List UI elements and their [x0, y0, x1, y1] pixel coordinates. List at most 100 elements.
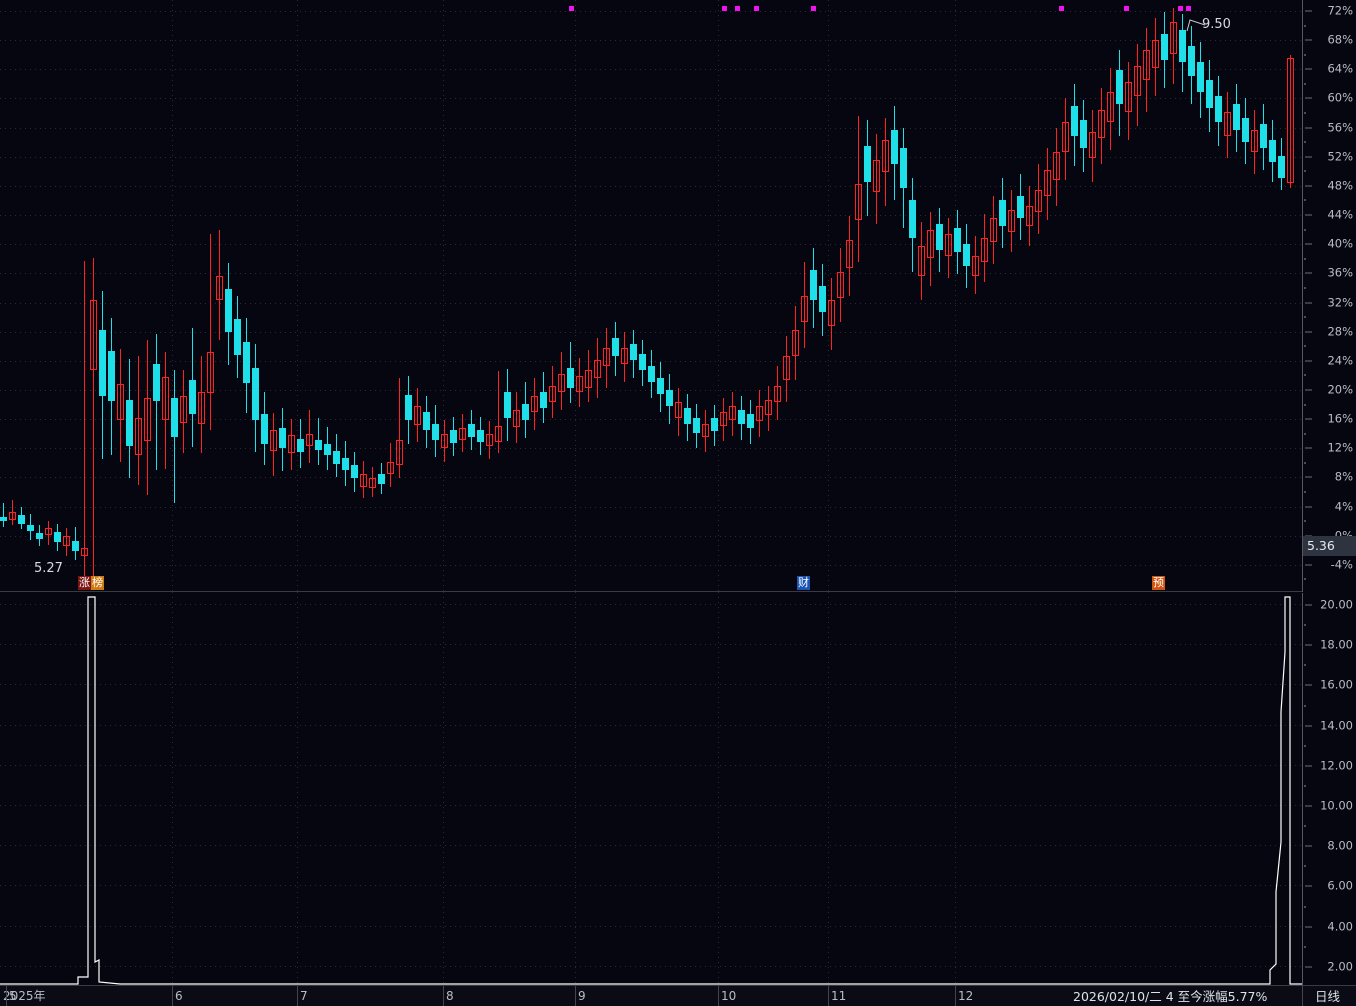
candle-body — [1233, 104, 1240, 130]
candle-body — [630, 344, 637, 360]
low-price-label: 5.27 — [34, 561, 63, 576]
event-marker[interactable] — [722, 6, 727, 11]
candle-body — [189, 380, 196, 414]
candle-wick — [1029, 186, 1030, 246]
axis-minor-tick — [1304, 865, 1306, 868]
candle-wick — [1290, 55, 1291, 188]
axis-minor-tick — [1304, 490, 1306, 493]
candle-wick — [183, 370, 184, 453]
candle-wick — [3, 503, 4, 527]
candle-body — [954, 228, 961, 252]
candle-body — [9, 512, 16, 520]
candle-body — [459, 428, 466, 440]
gridline-vertical — [575, 0, 576, 592]
price-axis-right[interactable]: 72% 68% 64% 60% 56% 52% 48% 44% 40% 36% 32% 28% 24% 2… — [1302, 0, 1356, 592]
gridline-horizontal — [0, 477, 1302, 479]
high-price-label: 9.50 — [1202, 17, 1231, 32]
status-badge-financial[interactable]: 财 — [797, 576, 810, 590]
axis-tick — [1305, 10, 1312, 12]
gridline-horizontal — [0, 885, 1302, 887]
gridline-vertical — [828, 0, 829, 592]
axis-minor-tick — [1304, 82, 1306, 85]
gridline-vertical — [828, 592, 829, 985]
gridline-vertical — [443, 592, 444, 985]
candle-wick — [1173, 8, 1174, 84]
x-axis-separator — [443, 986, 444, 1006]
axis-tick — [1305, 243, 1312, 245]
candle-wick — [291, 419, 292, 470]
gridline-horizontal — [0, 273, 1302, 275]
indicator-axis-right[interactable]: 20.00 18.00 16.00 14.00 12.00 10.00 8.00 6.00 4.… — [1302, 593, 1356, 988]
candle-wick — [723, 398, 724, 441]
candle-body — [270, 430, 277, 451]
event-marker[interactable] — [811, 6, 816, 11]
candle-body — [1161, 34, 1168, 60]
candle-body — [1197, 62, 1204, 92]
event-marker[interactable] — [1186, 6, 1191, 11]
candle-wick — [975, 236, 976, 294]
gridline-horizontal — [0, 215, 1302, 217]
price-chart-pane[interactable]: 9.50 5.27 涨榜 财 预 — [0, 0, 1302, 592]
candle-body — [711, 418, 718, 431]
candle-wick — [786, 336, 787, 402]
candle-body — [297, 439, 304, 452]
indicator-axis-tick-label: 14.00 — [1320, 718, 1353, 733]
candle-body — [1125, 82, 1132, 112]
event-marker[interactable] — [1178, 6, 1183, 11]
status-badge-forecast[interactable]: 预 — [1152, 576, 1165, 590]
indicator-line-series — [0, 596, 1302, 985]
gridline-horizontal — [0, 604, 1302, 605]
last-price-flag: 5.36 — [1303, 536, 1356, 556]
candle-body — [1107, 92, 1114, 122]
candle-wick — [1047, 148, 1048, 220]
x-axis-separator — [828, 986, 829, 1006]
indicator-axis-tick-label: 12.00 — [1320, 758, 1353, 773]
candle-wick — [462, 414, 463, 452]
candle-body — [171, 398, 178, 437]
candle-wick — [885, 118, 886, 206]
axis-minor-tick — [1304, 905, 1306, 908]
gridline-horizontal — [0, 156, 1302, 158]
candle-wick — [1101, 88, 1102, 164]
candle-wick — [1092, 110, 1093, 182]
candle-body — [1053, 152, 1060, 180]
candle-body — [972, 256, 979, 276]
price-axis-tick-label: 48% — [1327, 178, 1353, 193]
x-axis-month-label: 5 — [9, 989, 17, 1003]
candle-wick — [1137, 44, 1138, 126]
indicator-axis-tick-label: 8.00 — [1327, 838, 1353, 853]
candle-body — [684, 408, 691, 424]
candle-wick — [759, 390, 760, 437]
candle-body — [27, 525, 34, 531]
price-axis-tick-label: 4% — [1334, 499, 1353, 514]
x-axis-month-label: 11 — [831, 989, 847, 1003]
candle-body — [918, 246, 925, 276]
candle-body — [1260, 124, 1267, 148]
candle-body — [234, 319, 241, 355]
event-marker[interactable] — [735, 6, 740, 11]
gridline-vertical — [443, 0, 444, 592]
price-axis-tick-label: 44% — [1327, 207, 1353, 222]
price-axis-tick-label: 16% — [1327, 411, 1353, 426]
period-label[interactable]: 日线 — [1315, 989, 1341, 1004]
candle-wick — [1056, 128, 1057, 206]
candle-body — [747, 414, 754, 428]
price-axis-tick-label: 36% — [1327, 265, 1353, 280]
candle-body — [243, 342, 250, 383]
status-badge-zhangbang[interactable]: 涨榜 — [78, 576, 104, 590]
candle-body — [504, 392, 511, 418]
price-axis-tick-label: 0% — [1335, 529, 1353, 541]
candle-body — [765, 400, 772, 415]
candle-wick — [201, 356, 202, 453]
event-marker[interactable] — [569, 6, 574, 11]
axis-minor-tick — [1304, 316, 1306, 319]
event-marker[interactable] — [1124, 6, 1129, 11]
gridline-horizontal — [0, 535, 1302, 537]
indicator-pane[interactable] — [0, 592, 1302, 985]
event-marker[interactable] — [754, 6, 759, 11]
candle-body — [1278, 156, 1285, 178]
gridline-vertical — [172, 0, 173, 592]
candle-body — [1224, 112, 1231, 136]
price-axis-tick-label: -4% — [1330, 557, 1353, 572]
event-marker[interactable] — [1059, 6, 1064, 11]
